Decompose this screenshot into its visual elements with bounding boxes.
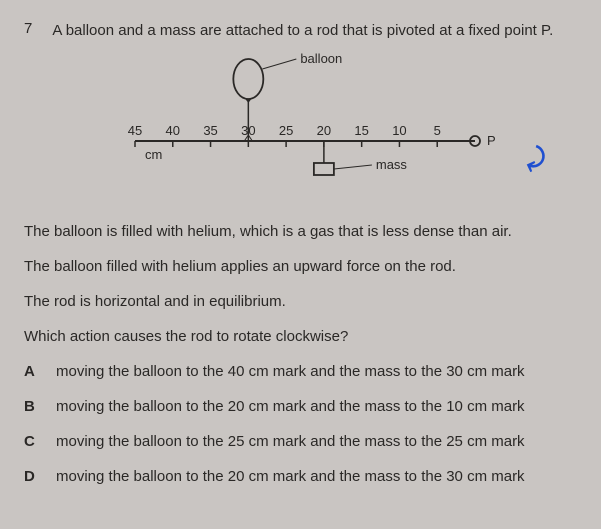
- svg-text:5: 5: [433, 123, 440, 138]
- svg-text:25: 25: [279, 123, 293, 138]
- option-d: D moving the balloon to the 20 cm mark a…: [24, 466, 577, 487]
- question-body: A balloon and a mass are attached to a r…: [52, 20, 577, 221]
- question-number: 7: [24, 20, 32, 221]
- option-text: moving the balloon to the 20 cm mark and…: [56, 466, 525, 487]
- option-b: B moving the balloon to the 20 cm mark a…: [24, 396, 577, 417]
- svg-text:40: 40: [165, 123, 179, 138]
- question-row: 7 A balloon and a mass are attached to a…: [24, 20, 577, 221]
- option-letter: B: [24, 396, 38, 417]
- paragraph: The balloon is filled with helium, which…: [24, 221, 577, 242]
- option-letter: C: [24, 431, 38, 452]
- svg-text:10: 10: [392, 123, 406, 138]
- svg-text:cm: cm: [145, 147, 162, 162]
- option-letter: A: [24, 361, 38, 382]
- option-text: moving the balloon to the 25 cm mark and…: [56, 431, 525, 452]
- svg-text:45: 45: [127, 123, 141, 138]
- paragraph: The balloon filled with helium applies a…: [24, 256, 577, 277]
- svg-text:mass: mass: [376, 157, 408, 172]
- svg-text:35: 35: [203, 123, 217, 138]
- question-stem: A balloon and a mass are attached to a r…: [52, 20, 577, 41]
- handwritten-arrow: ⤸: [524, 141, 550, 176]
- svg-text:15: 15: [354, 123, 368, 138]
- option-c: C moving the balloon to the 25 cm mark a…: [24, 431, 577, 452]
- option-letter: D: [24, 466, 38, 487]
- physics-diagram: 45403530252015105cmPballoonmass ⤸: [115, 51, 515, 201]
- option-a: A moving the balloon to the 40 cm mark a…: [24, 361, 577, 382]
- paragraph: Which action causes the rod to rotate cl…: [24, 326, 577, 347]
- answer-options: A moving the balloon to the 40 cm mark a…: [24, 361, 577, 487]
- question-paragraphs: The balloon is filled with helium, which…: [24, 221, 577, 347]
- option-text: moving the balloon to the 20 cm mark and…: [56, 396, 525, 417]
- paragraph: The rod is horizontal and in equilibrium…: [24, 291, 577, 312]
- option-text: moving the balloon to the 40 cm mark and…: [56, 361, 525, 382]
- svg-text:20: 20: [316, 123, 330, 138]
- svg-text:P: P: [487, 133, 496, 148]
- svg-text:balloon: balloon: [300, 51, 342, 66]
